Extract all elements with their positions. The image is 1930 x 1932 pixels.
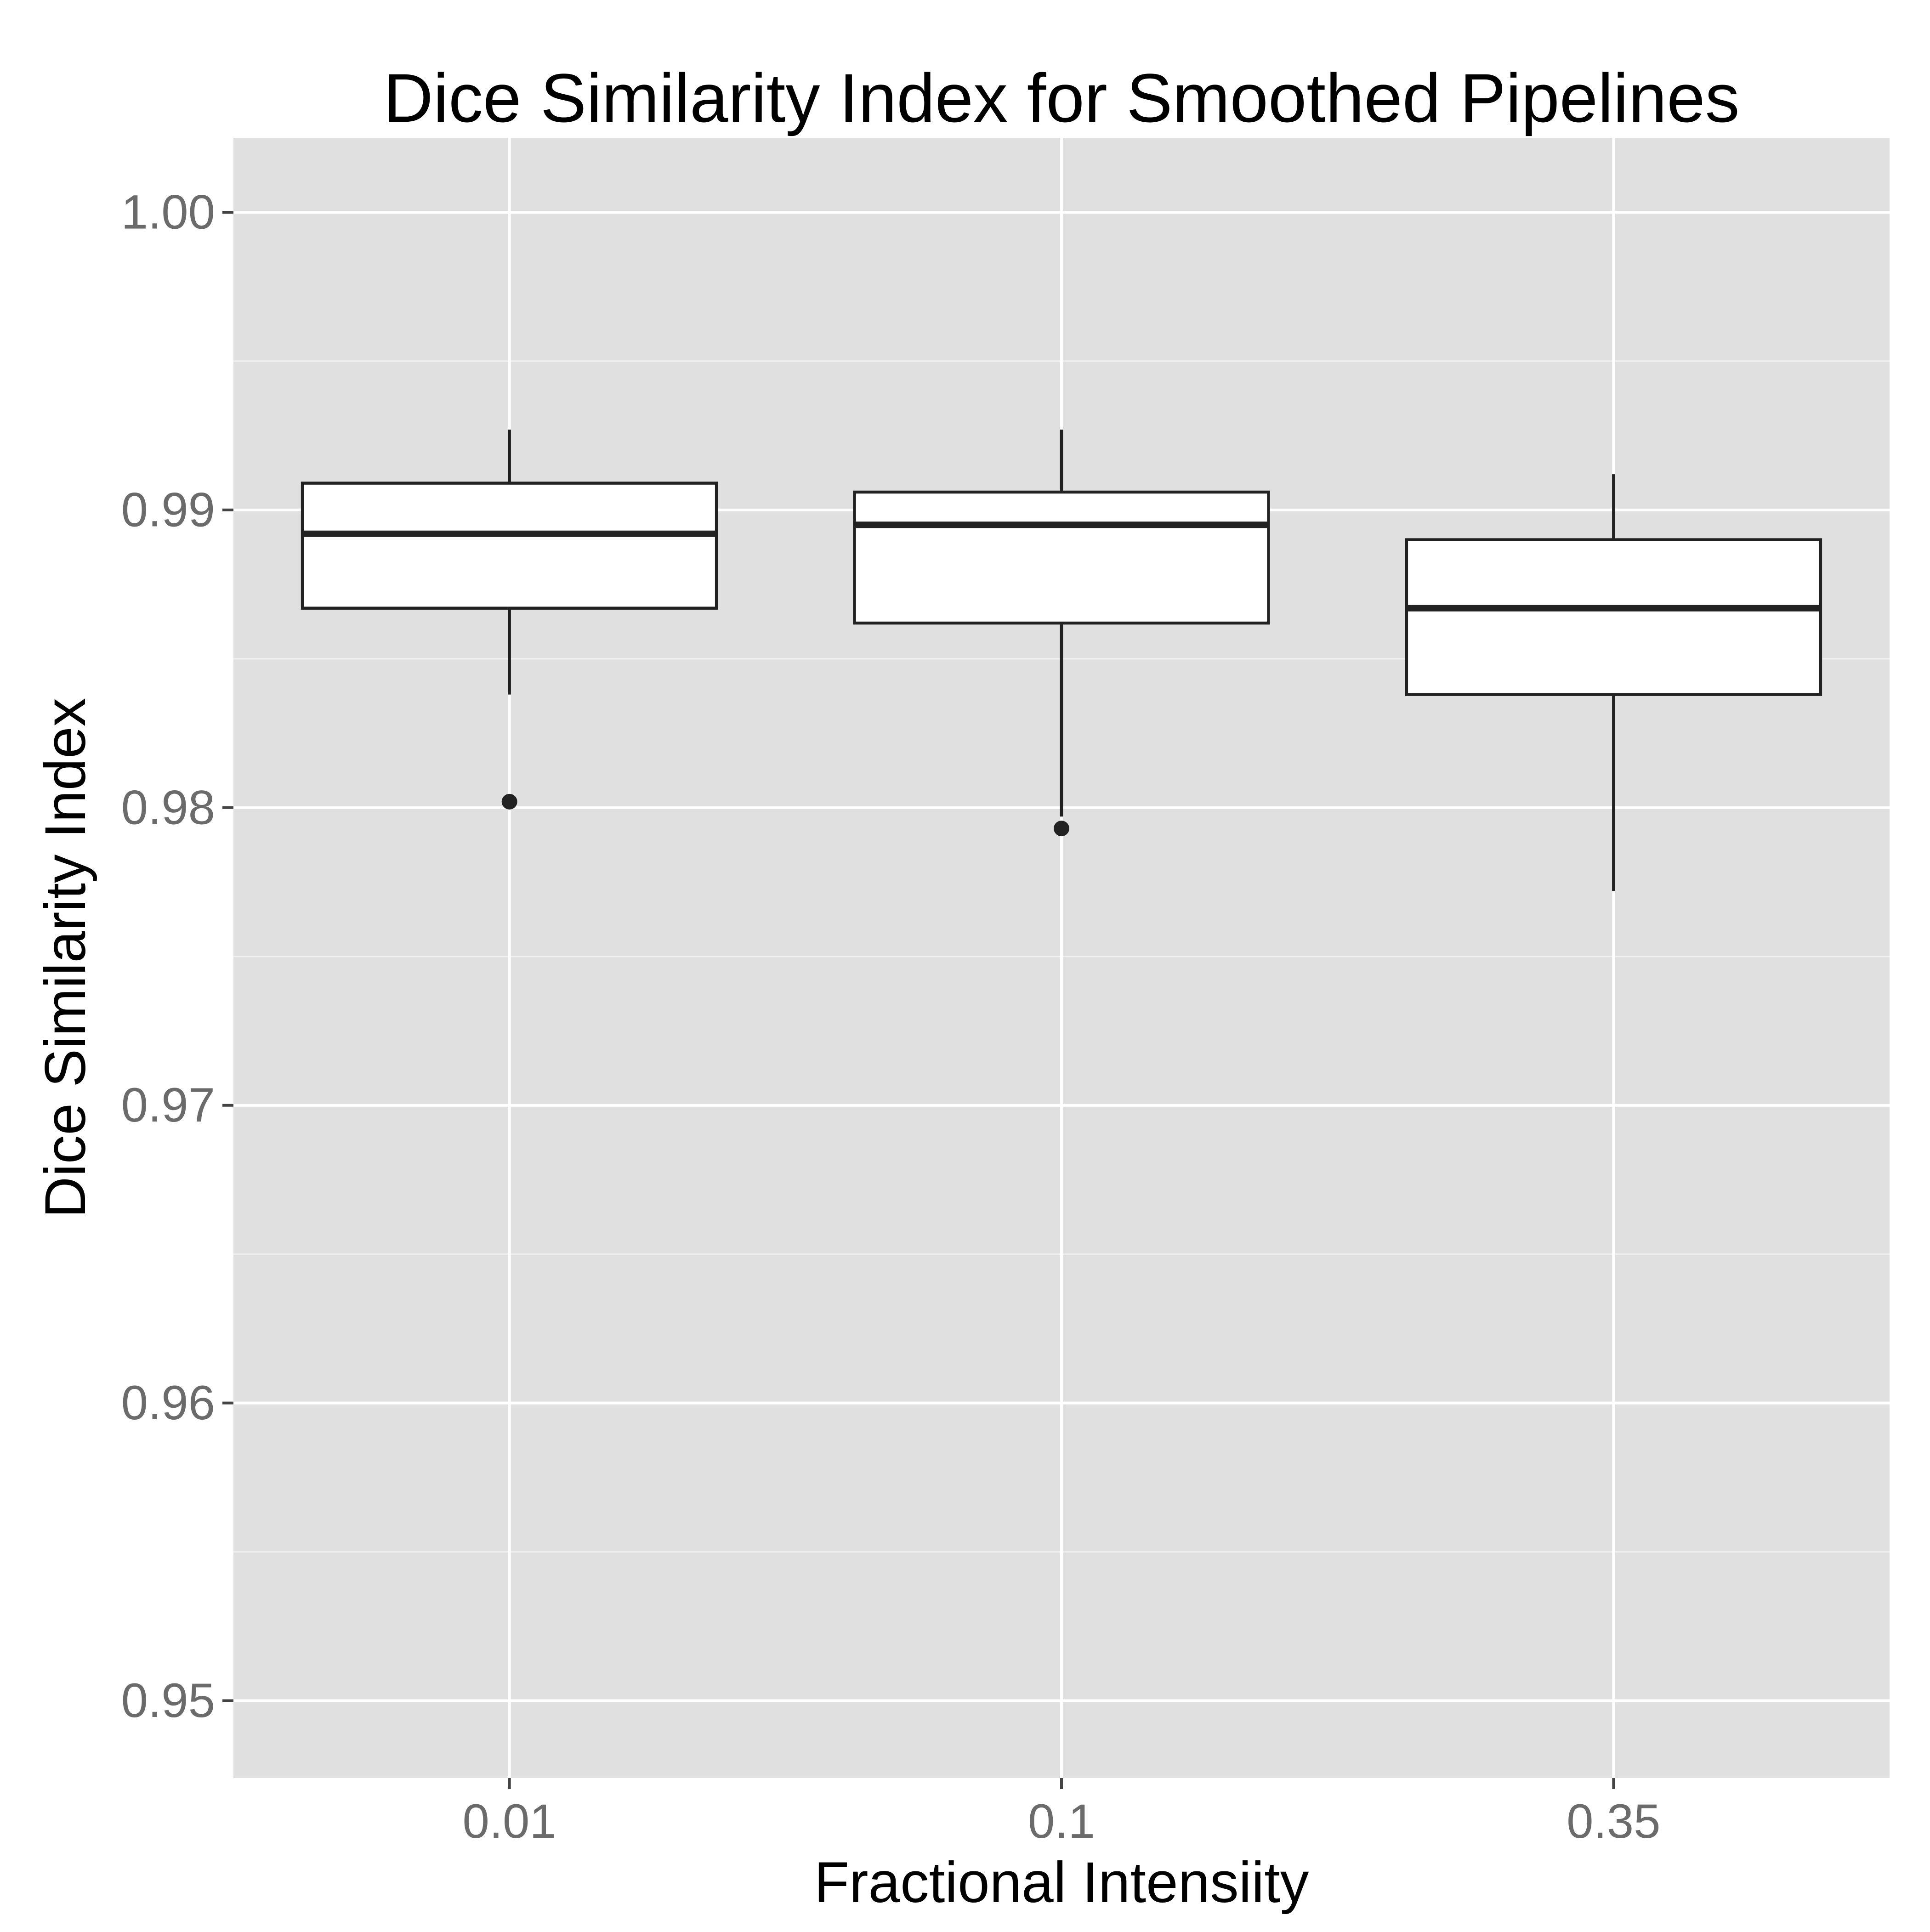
interquartile-box (1405, 538, 1822, 696)
box-0.01 (301, 429, 718, 810)
axes: 0.95 0.96 0.97 0.98 0.99 1.00 0.01 0.1 0.35 (121, 185, 1661, 1848)
outlier-point (1054, 821, 1069, 837)
x-tick-label: 0.01 (462, 1795, 556, 1848)
y-tick-label: 0.96 (121, 1376, 215, 1430)
interquartile-box (853, 490, 1270, 625)
y-axis-title: Dice Similarity Index (34, 698, 97, 1218)
y-tick-label: 0.97 (121, 1078, 215, 1132)
outlier-point (501, 793, 517, 810)
y-tick-label: 0.95 (121, 1674, 215, 1728)
y-tick-label: 0.98 (121, 781, 215, 834)
x-tick-label: 0.1 (1028, 1795, 1095, 1848)
interquartile-box (301, 482, 718, 610)
boxes (301, 429, 1822, 891)
x-axis-title: Fractional Intensiity (814, 1851, 1309, 1915)
y-tick-label: 0.99 (121, 483, 215, 537)
box-0.1 (853, 429, 1270, 837)
box-0.35 (1405, 474, 1822, 891)
x-tick-label: 0.35 (1567, 1795, 1660, 1848)
y-tick-label: 1.00 (121, 185, 215, 239)
chart-title: Dice Similarity Index for Smoothed Pipel… (383, 59, 1739, 136)
